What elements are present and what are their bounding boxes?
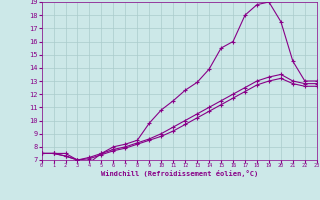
X-axis label: Windchill (Refroidissement éolien,°C): Windchill (Refroidissement éolien,°C) — [100, 170, 258, 177]
